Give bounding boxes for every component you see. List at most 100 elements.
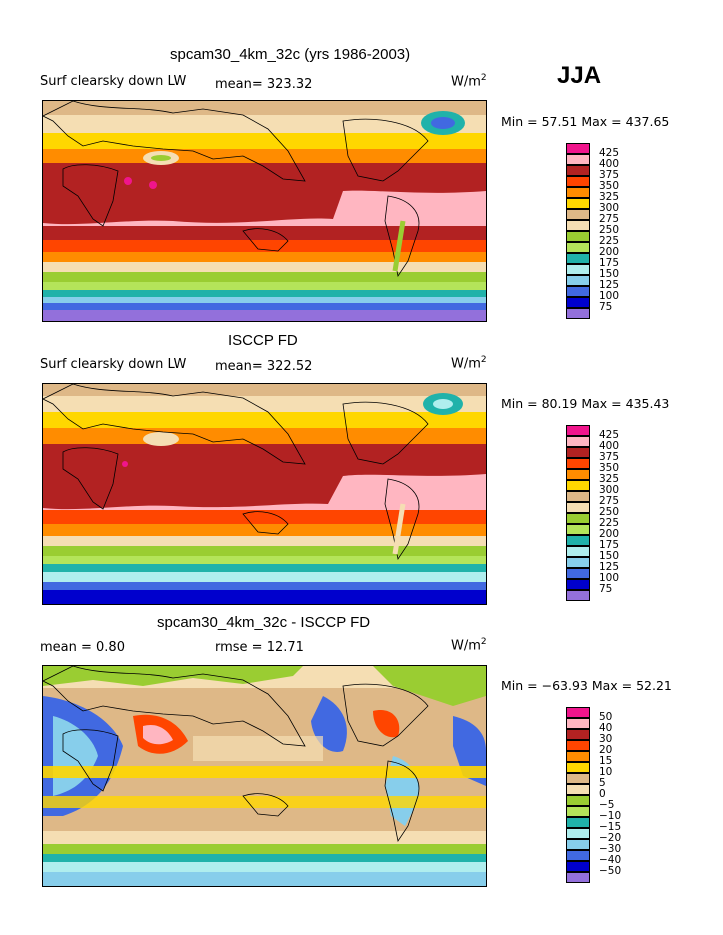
panel2-field-label: Surf clearsky down LW [40,357,187,372]
legend-level: −20 [599,832,622,844]
legend-swatch [566,751,590,762]
season-label: JJA [557,62,602,89]
legend-swatch [566,253,590,264]
legend-swatch [566,480,590,491]
legend-swatch [566,729,590,740]
legend-swatch [566,546,590,557]
legend-level: −30 [599,843,622,855]
legend-level: 350 [599,462,620,474]
panel3-legend: 50 40 30 20 15 10 5 0 −5 −10 −15 −20 −30… [566,707,646,885]
panel2-map [42,383,487,605]
legend-level: 200 [599,528,620,540]
legend-swatch [566,784,590,795]
legend-level: 75 [599,583,613,595]
legend-swatch [566,297,590,308]
legend-swatch [566,795,590,806]
panel1-field-label: Surf clearsky down LW [40,74,187,89]
legend-swatch [566,524,590,535]
legend-swatch [566,718,590,729]
legend-level: 125 [599,561,620,573]
panel2-map-svg [43,384,486,604]
legend-swatch [566,773,590,784]
panel1-units: W/m2 [451,73,487,90]
legend-swatch [566,458,590,469]
legend-swatch [566,817,590,828]
legend-swatch [566,154,590,165]
panel2-title: ISCCP FD [228,332,298,349]
legend-swatch [566,308,590,319]
legend-level: −50 [599,865,622,877]
legend-level: 15 [599,755,613,767]
panel2-mean: mean= 322.52 [215,359,313,374]
panel2-minmax: Min = 80.19 Max = 435.43 [501,396,670,411]
legend-swatch [566,176,590,187]
legend-level: 75 [599,301,613,313]
legend-level: −15 [599,821,622,833]
panel3-map-svg [43,666,486,886]
legend-swatch [566,872,590,883]
legend-level: 100 [599,290,620,302]
legend-level: 300 [599,202,620,214]
legend-level: 40 [599,722,613,734]
legend-level: −40 [599,854,622,866]
legend-swatch [566,491,590,502]
legend-swatch [566,513,590,524]
legend-swatch [566,436,590,447]
legend-level: 150 [599,550,620,562]
legend-level: 20 [599,744,613,756]
legend-level: 250 [599,506,620,518]
legend-level: 200 [599,246,620,258]
legend-level: 425 [599,147,620,159]
legend-swatch [566,839,590,850]
legend-swatch [566,220,590,231]
legend-level: 250 [599,224,620,236]
legend-level: 375 [599,451,620,463]
legend-swatch [566,502,590,513]
legend-swatch [566,165,590,176]
legend-swatch [566,861,590,872]
legend-swatch [566,850,590,861]
legend-level: 10 [599,766,613,778]
legend-swatch [566,762,590,773]
panel3-map [42,665,487,887]
legend-level: 425 [599,429,620,441]
legend-swatch [566,209,590,220]
panel1-map [42,100,487,322]
legend-swatch [566,275,590,286]
legend-swatch [566,143,590,154]
legend-level: 150 [599,268,620,280]
legend-level: 325 [599,191,620,203]
legend-level: 400 [599,440,620,452]
panel3-title: spcam30_4km_32c - ISCCP FD [157,614,371,631]
legend-level: 400 [599,158,620,170]
legend-level: 325 [599,473,620,485]
legend-level: 275 [599,495,620,507]
legend-swatch [566,590,590,601]
legend-level: 175 [599,257,620,269]
legend-level: 300 [599,484,620,496]
legend-level: 0 [599,788,606,800]
legend-level: 30 [599,733,613,745]
panel2-legend: 425 400 375 350 325 300 275 250 225 200 … [566,425,646,603]
legend-level: 375 [599,169,620,181]
legend-swatch [566,568,590,579]
legend-level: 125 [599,279,620,291]
legend-swatch [566,557,590,568]
legend-swatch [566,242,590,253]
panel1-mean: mean= 323.32 [215,77,313,92]
legend-swatch [566,579,590,590]
panel1-title: spcam30_4km_32c (yrs 1986-2003) [170,46,411,63]
legend-level: 100 [599,572,620,584]
panel3-rmse: rmse = 12.71 [215,640,304,655]
legend-swatch [566,198,590,209]
legend-level: 350 [599,180,620,192]
legend-swatch [566,535,590,546]
legend-swatch [566,187,590,198]
legend-level: −10 [599,810,622,822]
panel3-minmax: Min = −63.93 Max = 52.21 [501,678,672,693]
panel2-units: W/m2 [451,355,487,372]
legend-swatch [566,286,590,297]
legend-level: 50 [599,711,613,723]
legend-swatch [566,828,590,839]
legend-level: 175 [599,539,620,551]
